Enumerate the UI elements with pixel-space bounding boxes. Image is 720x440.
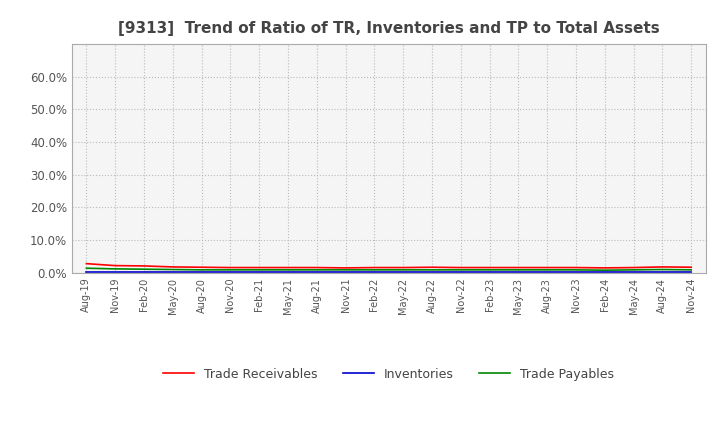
Trade Payables [312,267,321,272]
Trade Receivables [168,264,177,270]
Line: Trade Receivables: Trade Receivables [86,264,691,268]
Inventories [456,270,465,275]
Trade Receivables [514,265,523,270]
Trade Payables [658,267,667,272]
Inventories [255,270,264,275]
Inventories [399,270,408,275]
Inventories [600,270,609,275]
Trade Payables [82,266,91,271]
Trade Payables [255,267,264,272]
Trade Receivables [399,265,408,270]
Trade Receivables [428,264,436,270]
Inventories [341,270,350,275]
Trade Payables [111,266,120,271]
Trade Receivables [485,265,494,270]
Inventories [629,270,638,275]
Trade Receivables [370,265,379,270]
Inventories [82,270,91,275]
Inventories [485,270,494,275]
Inventories [572,270,580,275]
Trade Receivables [600,265,609,271]
Inventories [226,270,235,275]
Trade Payables [543,267,552,272]
Trade Receivables [456,265,465,270]
Line: Trade Payables: Trade Payables [86,268,691,270]
Trade Receivables [312,265,321,270]
Trade Receivables [341,265,350,271]
Trade Payables [485,267,494,272]
Trade Payables [428,267,436,272]
Trade Payables [168,267,177,272]
Trade Receivables [226,265,235,270]
Trade Payables [456,267,465,272]
Inventories [111,270,120,275]
Trade Receivables [629,265,638,270]
Trade Payables [687,267,696,272]
Trade Payables [284,267,292,272]
Inventories [197,270,206,275]
Trade Receivables [255,265,264,270]
Inventories [140,270,148,275]
Inventories [168,270,177,275]
Trade Receivables [140,263,148,268]
Inventories [543,270,552,275]
Trade Payables [341,267,350,272]
Legend: Trade Receivables, Inventories, Trade Payables: Trade Receivables, Inventories, Trade Pa… [158,363,619,385]
Trade Receivables [82,261,91,266]
Trade Payables [197,267,206,272]
Inventories [312,270,321,275]
Trade Receivables [687,264,696,270]
Inventories [514,270,523,275]
Trade Payables [514,267,523,272]
Inventories [284,270,292,275]
Inventories [658,270,667,275]
Inventories [428,270,436,275]
Trade Payables [629,267,638,272]
Trade Payables [600,268,609,273]
Trade Payables [226,267,235,272]
Trade Receivables [572,265,580,270]
Inventories [370,270,379,275]
Title: [9313]  Trend of Ratio of TR, Inventories and TP to Total Assets: [9313] Trend of Ratio of TR, Inventories… [118,21,660,36]
Trade Receivables [543,265,552,270]
Trade Receivables [197,264,206,270]
Inventories [687,270,696,275]
Trade Receivables [658,264,667,270]
Trade Payables [572,267,580,272]
Trade Payables [399,267,408,272]
Trade Payables [140,267,148,272]
Trade Receivables [111,263,120,268]
Trade Receivables [284,265,292,270]
Trade Payables [370,267,379,272]
